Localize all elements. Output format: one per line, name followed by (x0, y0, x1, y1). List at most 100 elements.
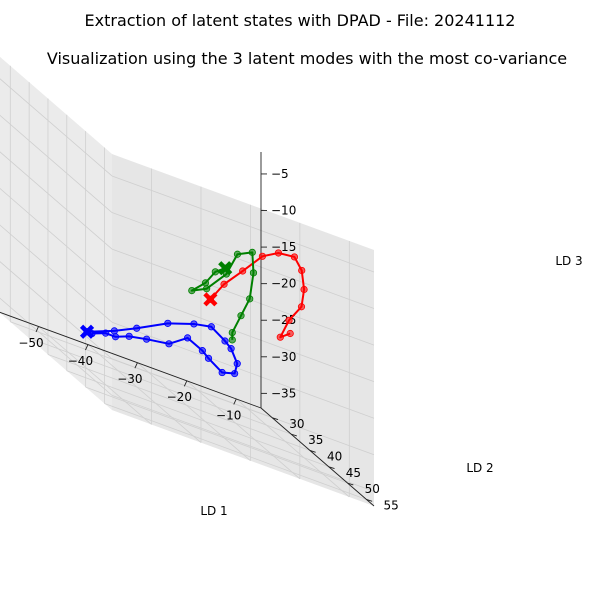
axes-title: Visualization using the 3 latent modes w… (47, 49, 567, 68)
data-point (290, 253, 299, 261)
start-marker (218, 261, 233, 276)
data-point (297, 303, 306, 311)
data-point (239, 267, 247, 275)
figure-suptitle: Extraction of latent states with DPAD - … (85, 11, 516, 30)
z-grid-right (111, 358, 375, 456)
data-point (246, 295, 254, 303)
z-grid-left (0, 114, 113, 213)
x-grid-floor (137, 362, 251, 462)
z-grid-left (0, 151, 113, 250)
y-axis-line (260, 407, 375, 507)
axes-3d: −50−40−30−20−10303540455055−35−30−25−20−… (0, 56, 399, 512)
z-axis-label: LD 3 (555, 254, 582, 268)
y-tick-label: 40 (327, 449, 342, 463)
z-grid-right (111, 248, 375, 346)
data-point (286, 329, 294, 338)
y-tick-mark (309, 450, 316, 453)
data-point (201, 279, 210, 287)
data-point (249, 269, 258, 277)
data-point (190, 320, 198, 328)
z-grid-left (0, 187, 113, 286)
x-grid-floor (38, 326, 152, 425)
data-point (133, 324, 141, 332)
z-grid-left (0, 261, 113, 360)
data-point (142, 335, 151, 343)
gridlines (0, 65, 375, 500)
data-point (102, 329, 110, 337)
axis-lines (0, 152, 375, 507)
x-grid-floor (186, 380, 301, 480)
series-1 (203, 249, 308, 341)
x-tick-label: −30 (117, 372, 142, 386)
pane-back-left (0, 56, 112, 410)
x-tick-label: −20 (167, 390, 192, 404)
start-marker (203, 292, 218, 307)
series-2 (188, 248, 258, 344)
y-grid-floor (85, 386, 348, 484)
z-grid-left (0, 78, 113, 177)
data-point (231, 369, 239, 378)
z-tick-label: −35 (271, 386, 296, 400)
z-grid-right (111, 212, 375, 309)
data-point (221, 337, 229, 345)
z-grid-right (111, 394, 375, 492)
z-tick-label: −20 (271, 277, 296, 291)
data-point (198, 347, 206, 355)
x-tick-label: −10 (216, 408, 241, 422)
z-grid-left (0, 224, 113, 323)
z-tick-label: −30 (271, 350, 296, 364)
data-point (274, 249, 283, 257)
x-axis-line (0, 311, 262, 409)
y-tick-label: 45 (346, 466, 361, 480)
data-point (300, 285, 308, 294)
z-grid-right (111, 321, 375, 419)
data-point (203, 285, 211, 293)
data-point (125, 332, 133, 340)
x-grid-floor (236, 398, 350, 498)
series-0 (79, 319, 241, 378)
y-tick-mark (366, 499, 373, 502)
y-grid-floor (104, 403, 367, 500)
x-tick-label: −40 (68, 354, 93, 368)
data-point (228, 328, 236, 337)
x-tick-mark (183, 380, 188, 387)
data-point (164, 319, 172, 327)
data-point (276, 333, 284, 341)
start-marker (79, 324, 95, 339)
data-point (218, 368, 226, 377)
data-point (211, 268, 219, 276)
y-tick-mark (272, 417, 279, 421)
data-point (228, 336, 236, 344)
y-axis-label: LD 2 (466, 461, 493, 475)
x-tick-label: −50 (18, 336, 43, 350)
x-axis-label: LD 1 (200, 504, 227, 518)
data-point (248, 248, 256, 256)
x-tick-mark (85, 344, 89, 351)
z-grid-left (0, 297, 113, 396)
data-point (237, 312, 245, 320)
z-grid-right (111, 175, 375, 273)
y-tick-label: 35 (308, 433, 323, 447)
data-point (183, 334, 192, 342)
data-point (285, 316, 293, 324)
z-tick-label: −10 (271, 204, 296, 218)
data-point (233, 250, 242, 258)
y-tick-label: 55 (383, 498, 398, 512)
data-point (227, 345, 235, 353)
data-point (188, 287, 196, 295)
data-point (165, 340, 173, 348)
tick-marks: −50−40−30−20−10303540455055−35−30−25−20−… (18, 167, 398, 513)
data-point (207, 323, 215, 331)
y-tick-mark (347, 482, 354, 486)
y-tick-label: 50 (365, 482, 380, 496)
y-tick-mark (290, 433, 297, 437)
data-point (204, 354, 213, 362)
y-tick-label: 30 (289, 417, 304, 431)
data-point (258, 252, 267, 260)
data-point (110, 327, 118, 335)
z-tick-label: −5 (271, 167, 289, 181)
data-point (220, 280, 228, 288)
y-grid-floor (47, 354, 311, 451)
data-point (111, 333, 120, 341)
